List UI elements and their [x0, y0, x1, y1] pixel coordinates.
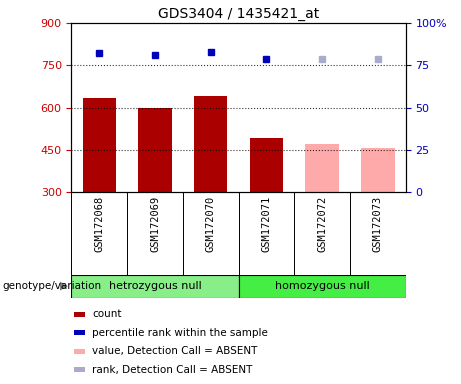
Text: genotype/variation: genotype/variation	[2, 281, 101, 291]
Bar	[138, 108, 171, 192]
Title: GDS3404 / 1435421_at: GDS3404 / 1435421_at	[158, 7, 319, 21]
Text: GSM172070: GSM172070	[206, 196, 216, 252]
Bar	[250, 139, 283, 192]
Bar	[83, 98, 116, 192]
Bar	[361, 148, 395, 192]
Text: count: count	[92, 310, 122, 319]
Text: GSM172072: GSM172072	[317, 196, 327, 252]
Text: hetrozygous null: hetrozygous null	[109, 281, 201, 291]
Text: GSM172073: GSM172073	[373, 196, 383, 252]
Text: GSM172071: GSM172071	[261, 196, 272, 252]
Text: value, Detection Call = ABSENT: value, Detection Call = ABSENT	[92, 346, 258, 356]
Text: homozygous null: homozygous null	[275, 281, 370, 291]
Text: GSM172069: GSM172069	[150, 196, 160, 252]
Text: percentile rank within the sample: percentile rank within the sample	[92, 328, 268, 338]
Bar	[71, 275, 239, 298]
Bar	[305, 144, 339, 192]
Bar	[239, 275, 406, 298]
Text: GSM172068: GSM172068	[95, 196, 104, 252]
Text: rank, Detection Call = ABSENT: rank, Detection Call = ABSENT	[92, 365, 253, 375]
Bar	[194, 96, 227, 192]
Polygon shape	[60, 281, 68, 291]
